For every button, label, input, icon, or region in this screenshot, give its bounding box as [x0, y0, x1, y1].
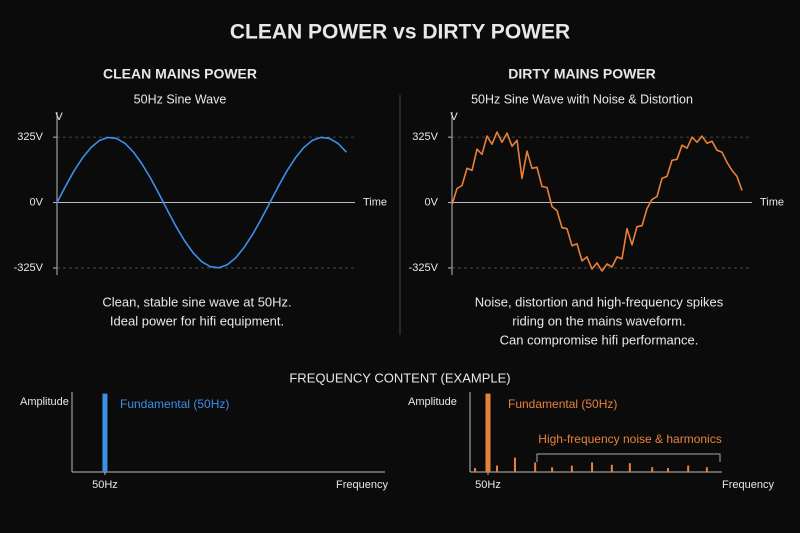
bar [591, 462, 594, 472]
bar [610, 464, 613, 472]
chart-subtitle: 50Hz Sine Wave with Noise & Distortion [471, 92, 693, 106]
caption: Ideal power for hifi equipment. [110, 313, 284, 328]
page-title: CLEAN POWER vs DIRTY POWER [230, 21, 570, 44]
chart-subtitle: 50Hz Sine Wave [134, 92, 227, 106]
chart-title: CLEAN MAINS POWER [103, 66, 257, 82]
y-tick-label: 325V [17, 131, 43, 143]
bar [514, 457, 516, 472]
x-axis-label: Frequency [722, 479, 774, 491]
bar [474, 468, 477, 472]
bar [705, 467, 708, 472]
bar [534, 462, 537, 472]
y-tick-label: 0V [30, 196, 44, 208]
line-series [451, 131, 743, 272]
line-series [56, 136, 348, 269]
caption: riding on the mains waveform. [512, 313, 685, 328]
y-tick-label: -325V [14, 262, 44, 274]
bar [687, 465, 690, 472]
bar [628, 463, 631, 472]
y-axis-label: Amplitude [408, 396, 457, 408]
x-tick-label: 50Hz [92, 479, 118, 491]
chart-title: DIRTY MAINS POWER [508, 66, 656, 82]
bar [651, 467, 654, 472]
section-title: FREQUENCY CONTENT (EXAMPLE) [289, 370, 510, 385]
y-tick-label: 325V [412, 131, 438, 143]
caption: Clean, stable sine wave at 50Hz. [102, 294, 291, 309]
x-axis-label: Time [363, 196, 387, 208]
y-tick-label: 0V [425, 196, 439, 208]
x-axis-label: Frequency [336, 479, 388, 491]
bar [570, 465, 573, 472]
annotation: Fundamental (50Hz) [120, 397, 229, 411]
x-axis-label: Time [760, 196, 784, 208]
y-axis-label: V [55, 111, 63, 123]
y-axis-label: Amplitude [20, 396, 69, 408]
bar [496, 465, 498, 472]
y-axis-label: V [450, 111, 458, 123]
bar [102, 393, 108, 472]
bar [551, 467, 554, 472]
annotation: High-frequency noise & harmonics [538, 432, 721, 446]
bar [485, 393, 491, 472]
bar [667, 468, 669, 472]
caption: Noise, distortion and high-frequency spi… [475, 294, 724, 309]
y-tick-label: -325V [409, 262, 439, 274]
annotation-bracket [536, 453, 721, 462]
x-tick-label: 50Hz [475, 479, 501, 491]
annotation: Fundamental (50Hz) [508, 397, 617, 411]
caption: Can compromise hifi performance. [500, 332, 699, 347]
